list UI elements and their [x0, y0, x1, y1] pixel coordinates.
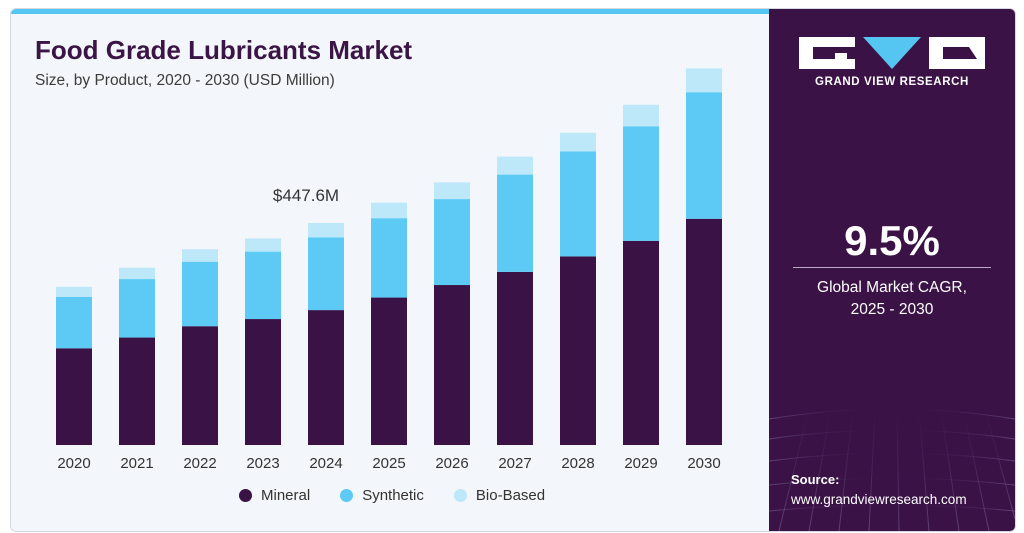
bar-mineral-2025: [371, 297, 407, 445]
legend-swatch-bio-based: [453, 489, 467, 502]
bar-mineral-2023: [245, 319, 281, 445]
legend-label-mineral: Mineral: [261, 487, 311, 504]
bar-synthetic-2029: [623, 126, 659, 241]
bar-synthetic-2024: [308, 237, 344, 311]
bar-synthetic-2030: [686, 92, 722, 219]
cagr-value: 9.5%: [844, 217, 940, 264]
bar-bio-based-2021: [119, 267, 155, 280]
legend-label-synthetic: Synthetic: [362, 487, 424, 504]
accent-bar: [11, 9, 769, 14]
legend-label-bio-based: Bio-Based: [475, 487, 546, 504]
legend-item-synthetic: Synthetic: [340, 487, 424, 504]
legend-item-mineral: Mineral: [239, 487, 310, 504]
bar-synthetic-2020: [56, 296, 92, 349]
x-tick-label-2026: 2026: [435, 455, 468, 472]
x-tick-label-2028: 2028: [561, 455, 594, 472]
legend: Mineral Synthetic Bio-Based: [239, 487, 545, 504]
grid-pattern-decoration: [769, 408, 1015, 531]
brand-name: GRAND VIEW RESEARCH: [815, 76, 969, 88]
info-panel: GRAND VIEW RESEARCH 9.5% Global Market C…: [769, 9, 1015, 531]
bar-bio-based-2029: [623, 104, 659, 127]
source-url[interactable]: www.grandviewresearch.com: [791, 492, 967, 507]
source-label: Source:: [791, 472, 840, 487]
bar-bio-based-2024: [308, 222, 344, 238]
cagr-label-line1: Global Market CAGR,: [817, 279, 967, 296]
bar-synthetic-2025: [371, 218, 407, 298]
chart-panel: Food Grade Lubricants Market Size, by Pr…: [11, 9, 769, 531]
bar-mineral-2022: [182, 326, 218, 445]
bar-mineral-2027: [497, 271, 533, 445]
bar-bio-based-2027: [497, 156, 533, 175]
x-tick-label-2023: 2023: [246, 455, 279, 472]
bar-mineral-2030: [686, 218, 722, 445]
bar-bio-based-2020: [56, 286, 92, 297]
data-label-2024: $447.6M: [273, 186, 339, 205]
x-tick-label-2021: 2021: [120, 455, 153, 472]
bar-bio-based-2028: [560, 132, 596, 152]
grand-view-research-logo: [799, 37, 985, 69]
bar-synthetic-2027: [497, 174, 533, 272]
bar-bio-based-2030: [686, 68, 722, 93]
bar-synthetic-2021: [119, 279, 155, 338]
bar-mineral-2020: [56, 348, 92, 445]
bar-synthetic-2028: [560, 151, 596, 257]
bar-bio-based-2022: [182, 249, 218, 262]
bar-bio-based-2026: [434, 182, 470, 200]
bar-mineral-2024: [308, 310, 344, 445]
x-tick-label-2024: 2024: [309, 455, 342, 472]
cagr-label: Global Market CAGR, 2025 - 2030: [769, 277, 1015, 321]
chart-subtitle: Size, by Product, 2020 - 2030 (USD Milli…: [35, 72, 335, 89]
bar-synthetic-2023: [245, 251, 281, 320]
chart-card: Food Grade Lubricants Market Size, by Pr…: [10, 8, 1016, 532]
x-tick-label-2025: 2025: [372, 455, 405, 472]
chart-title: Food Grade Lubricants Market: [35, 35, 413, 65]
bar-mineral-2028: [560, 256, 596, 445]
legend-swatch-synthetic: [340, 489, 354, 502]
cagr-divider: [793, 267, 991, 268]
bar-mineral-2021: [119, 337, 155, 445]
x-tick-label-2027: 2027: [498, 455, 531, 472]
bar-bio-based-2023: [245, 238, 281, 252]
bar-mineral-2026: [434, 285, 470, 445]
bar-bio-based-2025: [371, 202, 407, 219]
x-tick-label-2030: 2030: [687, 455, 720, 472]
bar-mineral-2029: [623, 240, 659, 445]
x-tick-label-2029: 2029: [624, 455, 657, 472]
cagr-label-line2: 2025 - 2030: [850, 301, 934, 318]
legend-swatch-mineral: [239, 489, 252, 502]
bar-synthetic-2022: [182, 261, 218, 327]
legend-item-bio-based: Bio-Based: [453, 487, 546, 504]
bar-chart: 2020 2021 2022 2023 2024 $447.6M 2025 2026 2027 2…: [56, 68, 722, 472]
bar-synthetic-2026: [434, 199, 470, 286]
x-tick-label-2022: 2022: [183, 455, 216, 472]
x-tick-label-2020: 2020: [57, 455, 90, 472]
